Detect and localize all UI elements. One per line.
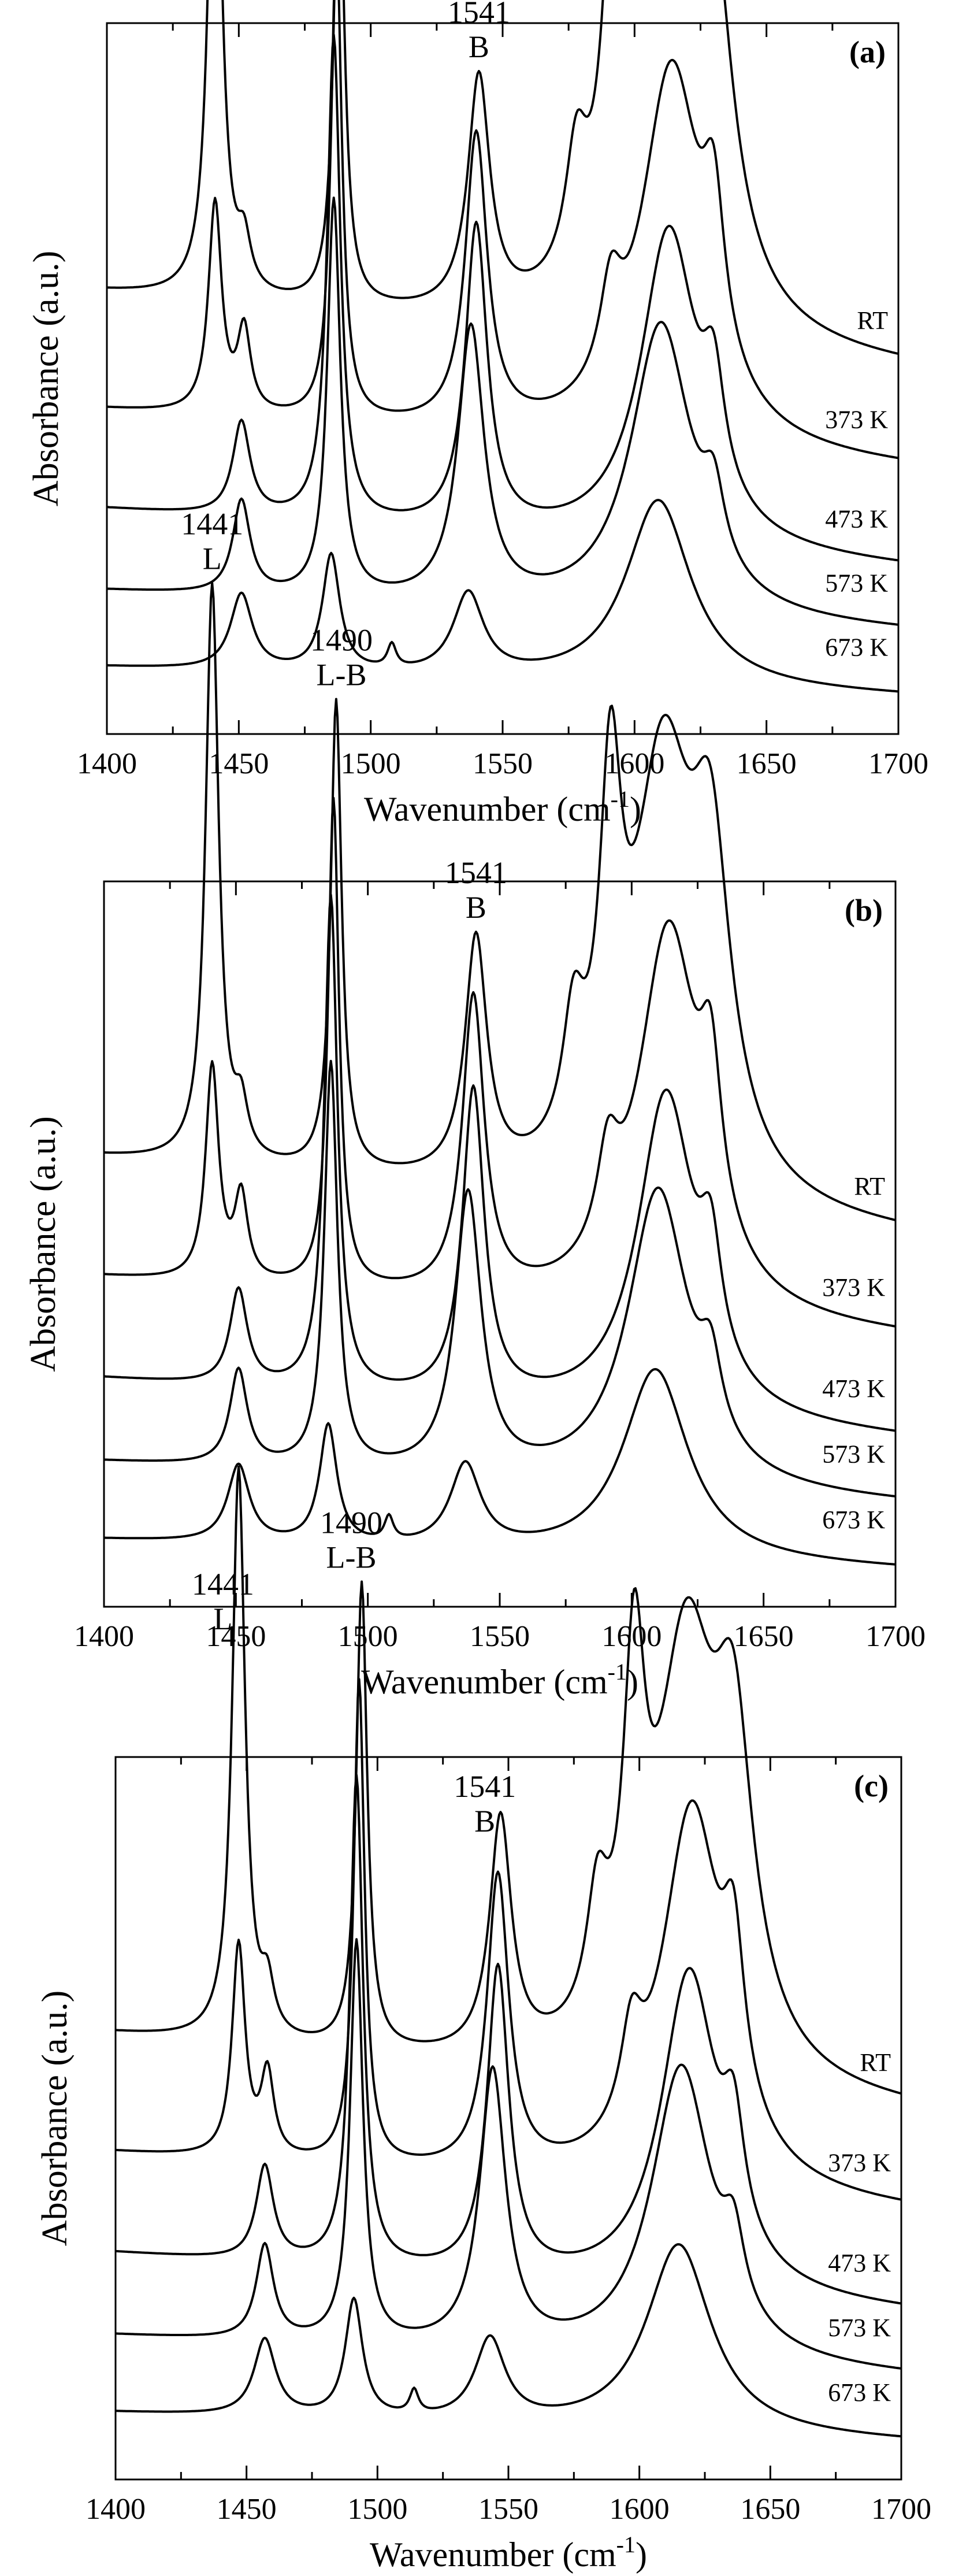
- spectrum-line-373-k: [106, 0, 899, 459]
- x-axis-label-text: Wavenumber (cm: [370, 2536, 616, 2574]
- series-label: 673 K: [825, 633, 888, 662]
- series-label: 673 K: [822, 1506, 885, 1534]
- x-axis-label-close: ): [630, 790, 641, 828]
- x-tick-label: 1450: [206, 1620, 266, 1653]
- x-tick-label: 1400: [86, 2493, 146, 2526]
- series-label: 473 K: [828, 2249, 891, 2277]
- x-axis-label: Wavenumber (cm-1): [361, 1659, 638, 1701]
- series-label: 473 K: [825, 505, 888, 533]
- x-axis-label-superscript: -1: [608, 1659, 627, 1685]
- spectrum-line-673-k: [104, 1368, 896, 1566]
- peak-wavenumber-label: 1541: [454, 1769, 516, 1804]
- series-label: 473 K: [822, 1374, 885, 1403]
- spectrum-line-573-k: [115, 1938, 902, 2370]
- x-tick-label: 1550: [478, 2493, 538, 2526]
- series-label: 373 K: [822, 1273, 885, 1302]
- x-tick-label: 1400: [77, 747, 137, 780]
- chart-panel-b: 1400 1450 1500 1550 1600 1650 1700 Wavenumber (…: [24, 507, 926, 1701]
- x-tick-label: 1700: [871, 2493, 931, 2526]
- x-axis-label-superscript: -1: [616, 2531, 636, 2558]
- y-axis-label: Absorbance (a.u.): [35, 1991, 75, 2246]
- chart-panel-c: 1400 1450 1500 1550 1600 1650 1700 Wavenumber (…: [35, 1465, 931, 2574]
- series-label: 373 K: [828, 2148, 891, 2177]
- x-tick-label: 1500: [338, 1620, 398, 1653]
- plot-frame: [103, 880, 897, 1608]
- spectrum-line-473-k: [115, 1774, 902, 2305]
- x-axis-label-text: Wavenumber (cm: [364, 790, 611, 828]
- panel-label: (a): [849, 35, 886, 69]
- x-tick-label: 1700: [868, 747, 928, 780]
- x-axis-label-close: ): [636, 2536, 647, 2574]
- peak-wavenumber-label: 1441: [192, 1567, 254, 1602]
- x-tick-label: 1450: [217, 2493, 277, 2526]
- series-label: RT: [854, 1172, 885, 1200]
- peak-site-label: B: [474, 1804, 495, 1839]
- series-label: 673 K: [828, 2378, 891, 2407]
- x-axis-label: Wavenumber (cm-1): [364, 786, 641, 828]
- y-axis-label: Absorbance (a.u.): [24, 1116, 63, 1372]
- y-axis-label: Absorbance (a.u.): [27, 251, 66, 506]
- x-axis-label: Wavenumber (cm-1): [370, 2531, 647, 2574]
- panel-label: (b): [845, 893, 883, 928]
- spectrum-line-473-k: [103, 894, 896, 1432]
- series-label: RT: [857, 306, 888, 335]
- spectrum-line-673-k: [116, 2243, 902, 2438]
- panel-label: (c): [854, 1769, 889, 1803]
- x-tick-label: 1500: [341, 747, 401, 780]
- peak-site-label: B: [469, 29, 489, 64]
- series-label: 573 K: [822, 1440, 885, 1469]
- peak-wavenumber-label: 1490: [320, 1505, 382, 1540]
- x-tick-label: 1550: [473, 747, 533, 780]
- x-tick-label: 1550: [470, 1620, 530, 1653]
- peak-site-label: L-B: [326, 1540, 377, 1574]
- spectrum-line-673-k: [107, 499, 899, 693]
- series-label: RT: [860, 2048, 891, 2077]
- series-label: 573 K: [828, 2314, 891, 2342]
- spectrum-line-rt: [115, 1465, 902, 2095]
- x-tick-label: 1600: [610, 2493, 670, 2526]
- series-label: 373 K: [825, 406, 888, 434]
- x-tick-label: 1650: [737, 747, 797, 780]
- peak-site-label: B: [466, 890, 486, 925]
- x-tick-label: 1500: [347, 2493, 407, 2526]
- spectrum-line-473-k: [106, 34, 899, 562]
- peak-site-label: L-B: [317, 658, 367, 692]
- plot-frame: [106, 22, 900, 735]
- x-tick-label: 1600: [604, 747, 664, 780]
- peak-site-label: L: [213, 1602, 232, 1636]
- x-tick-label: 1400: [74, 1620, 134, 1653]
- spectrum-line-rt: [106, 0, 899, 355]
- spectrum-line-rt: [104, 581, 896, 1221]
- peak-wavenumber-label: 1441: [181, 507, 243, 542]
- spectrum-line-373-k: [104, 796, 896, 1328]
- peak-site-label: L: [203, 542, 222, 576]
- x-axis-label-close: ): [627, 1663, 638, 1701]
- x-tick-label: 1650: [734, 1620, 794, 1653]
- spectrum-line-573-k: [106, 197, 899, 626]
- x-tick-label: 1700: [865, 1620, 926, 1653]
- x-axis-label-text: Wavenumber (cm: [361, 1663, 608, 1701]
- x-tick-label: 1650: [740, 2493, 800, 2526]
- spectrum-line-573-k: [103, 1059, 896, 1498]
- peak-wavenumber-label: 1541: [445, 855, 507, 890]
- peak-wavenumber-label: 1490: [310, 623, 373, 658]
- series-label: 573 K: [825, 569, 888, 598]
- x-tick-label: 1600: [601, 1620, 662, 1653]
- peak-wavenumber-label: 1541: [448, 0, 510, 29]
- spectrum-line-373-k: [115, 1678, 902, 2201]
